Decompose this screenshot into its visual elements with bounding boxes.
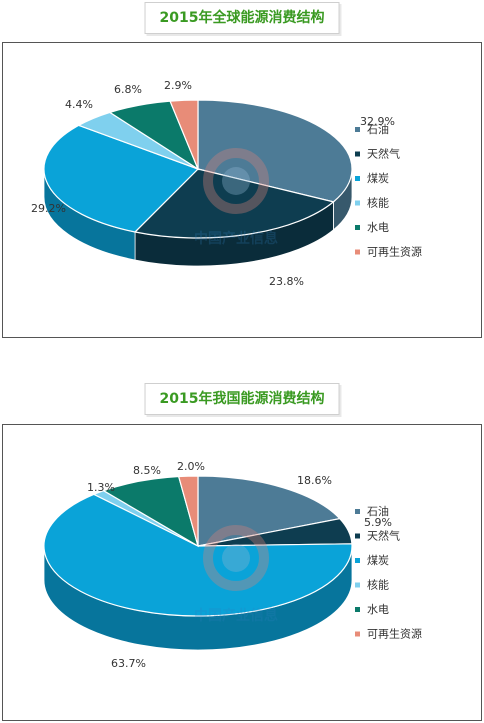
legend-label-3: 核能 — [367, 196, 389, 210]
pie-1-slice-0 — [197, 99, 353, 203]
pie-2-slice-5 — [177, 475, 199, 547]
watermark-ring — [203, 148, 269, 214]
pie-2-labels: 18.6% 5.9% 63.7% 1.3% 8.5% 2.0% — [87, 460, 392, 670]
legend-label-2: 煤炭 — [367, 172, 389, 185]
legend-label-1: 天然气 — [367, 147, 400, 161]
watermark-logo: 中国产业信息 — [194, 148, 278, 247]
legend-swatch-0 — [355, 127, 360, 132]
pie-1-slice-1 — [133, 168, 335, 239]
pie-2-slice-2 — [43, 493, 353, 617]
pie-2-slice-0 — [197, 475, 341, 547]
legend-label-5: 可再生资源 — [367, 627, 422, 641]
data-label-3: 4.4% — [65, 98, 93, 111]
data-label-2: 63.7% — [111, 657, 146, 670]
watermark-core — [222, 544, 250, 572]
watermark-core — [222, 167, 250, 195]
chart-2-title: 2015年我国能源消费结构 — [144, 383, 340, 415]
pie-1-slice-2 — [43, 124, 200, 233]
data-label-1: 23.8% — [269, 275, 304, 288]
legend-swatch-5 — [355, 249, 360, 255]
legend-label-4: 水电 — [367, 603, 389, 616]
chart-1-svg: 中国产业信息 32.9% 23.8% 29.2% 4.4% 6.8% 2.9% 石油天然气煤炭… — [31, 79, 422, 288]
pie-1-slice-5 — [169, 99, 199, 170]
legend-label-1: 天然气 — [367, 529, 400, 543]
legend-swatch-3 — [355, 582, 360, 588]
legend-label-2: 煤炭 — [367, 554, 389, 567]
legend-swatch-2 — [355, 176, 360, 181]
chart-1-frame: 中国产业信息 32.9% 23.8% 29.2% 4.4% 6.8% 2.9% 石油天然气煤炭… — [2, 42, 482, 338]
legend-swatch-3 — [355, 200, 360, 206]
legend-label-0: 石油 — [367, 122, 389, 136]
watermark-text: 中国产业信息 — [194, 230, 278, 247]
legend-label-4: 水电 — [367, 221, 389, 234]
data-label-3: 1.3% — [87, 481, 115, 494]
pie-2-slices — [43, 475, 353, 617]
legend-label-3: 核能 — [367, 578, 389, 592]
chart-2-frame: 中国产业信息 18.6% 5.9% 63.7% 1.3% 8.5% 2.0% 石油天然气煤炭核… — [2, 424, 482, 721]
legend-swatch-5 — [355, 631, 360, 637]
legend-label-5: 可再生资源 — [367, 245, 422, 259]
legend-swatch-1 — [355, 533, 360, 539]
data-label-2: 29.2% — [31, 202, 66, 215]
legend-swatch-2 — [355, 558, 360, 563]
data-label-5: 2.9% — [164, 79, 192, 92]
data-label-4: 6.8% — [114, 83, 142, 96]
data-label-0: 32.9% — [360, 115, 395, 128]
watermark-logo: 中国产业信息 — [194, 525, 278, 624]
data-label-4: 8.5% — [133, 464, 161, 477]
data-label-5: 2.0% — [177, 460, 205, 473]
legend-label-0: 石油 — [367, 504, 389, 518]
pie-1-labels: 32.9% 23.8% 29.2% 4.4% 6.8% 2.9% — [31, 79, 395, 288]
legend-swatch-0 — [355, 509, 360, 514]
chart-1-title: 2015年全球能源消费结构 — [144, 2, 340, 34]
pie-1-slices — [43, 99, 353, 239]
data-label-1: 5.9% — [364, 516, 392, 529]
legend-swatch-1 — [355, 151, 360, 157]
legend-swatch-4 — [355, 225, 360, 230]
data-label-0: 18.6% — [297, 474, 332, 487]
watermark-text: 中国产业信息 — [194, 607, 278, 624]
chart-2-svg: 中国产业信息 18.6% 5.9% 63.7% 1.3% 8.5% 2.0% 石油天然气煤炭核… — [43, 460, 422, 670]
watermark-ring — [203, 525, 269, 591]
legend-swatch-4 — [355, 607, 360, 612]
